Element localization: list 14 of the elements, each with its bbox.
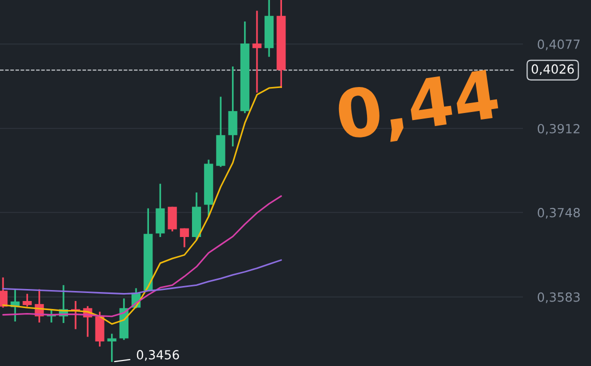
candlestick — [180, 227, 189, 248]
y-tick-label: 0,3912 — [538, 124, 580, 135]
y-tick-label: 0,3583 — [538, 292, 580, 304]
candlestick — [22, 292, 32, 308]
candlestick — [0, 276, 8, 308]
y-tick-label: 0,4077 — [538, 39, 580, 50]
candlestick — [252, 10, 262, 94]
annotation: 0,3456 — [136, 350, 179, 361]
candlestick — [168, 206, 177, 232]
candlestick — [107, 332, 116, 363]
text: 0,44 — [336, 68, 501, 148]
ref-line-label: 0,4026 — [532, 64, 574, 76]
y-tick-label: 0,3748 — [538, 208, 580, 219]
line-series — [2, 195, 282, 318]
